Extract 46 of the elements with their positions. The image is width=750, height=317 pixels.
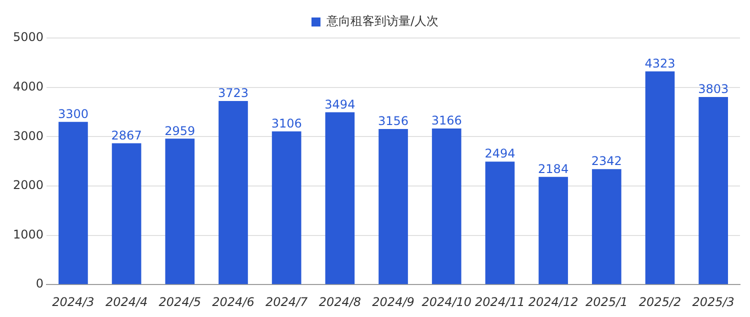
bar xyxy=(58,122,88,284)
bar xyxy=(592,169,622,284)
bar xyxy=(272,131,302,284)
bar xyxy=(378,128,408,284)
x-tick-label: 2024/9 xyxy=(372,294,414,309)
legend-label: 意向租客到访量/人次 xyxy=(325,14,439,28)
x-tick-label: 2024/3 xyxy=(52,294,94,309)
data-label: 3156 xyxy=(378,114,409,128)
x-tick-label: 2024/4 xyxy=(105,294,148,309)
data-label: 2867 xyxy=(111,128,142,142)
data-label: 2342 xyxy=(591,154,622,168)
x-tick-label: 2024/8 xyxy=(318,294,362,309)
bar xyxy=(645,71,675,284)
bar xyxy=(218,100,248,284)
data-label: 2494 xyxy=(484,146,516,161)
data-label: 3166 xyxy=(431,114,462,128)
x-tick-label: 2024/12 xyxy=(528,294,578,309)
x-tick-label: 2025/2 xyxy=(638,294,682,309)
bar xyxy=(538,176,568,284)
bar xyxy=(165,138,195,284)
x-tick-label: 2024/5 xyxy=(158,294,202,309)
bar xyxy=(325,112,355,284)
y-tick-label: 5000 xyxy=(12,30,44,44)
bar xyxy=(485,162,515,284)
x-tick-label: 2024/11 xyxy=(475,294,525,309)
x-tick-label: 2024/10 xyxy=(422,294,472,309)
y-tick-label: 2000 xyxy=(12,178,44,192)
y-tick-label: 0 xyxy=(36,276,44,291)
x-tick-label: 2024/6 xyxy=(212,294,255,309)
data-label: 4323 xyxy=(644,56,676,71)
x-tick-label: 2024/7 xyxy=(265,294,308,309)
y-tick-label: 4000 xyxy=(12,79,44,94)
data-label: 3723 xyxy=(218,86,249,100)
y-tick-label: 1000 xyxy=(12,227,44,242)
data-label: 3494 xyxy=(324,97,356,112)
y-tick-label: 3000 xyxy=(12,128,44,143)
x-tick-label: 2025/3 xyxy=(692,294,734,309)
x-tick-label: 2025/1 xyxy=(586,294,628,309)
data-label: 3106 xyxy=(271,116,302,131)
bar xyxy=(432,128,462,284)
data-label: 2959 xyxy=(164,124,196,138)
data-label: 2184 xyxy=(538,162,569,176)
bar xyxy=(112,143,142,284)
data-label: 3803 xyxy=(698,82,729,96)
data-label: 3300 xyxy=(58,106,88,121)
bar xyxy=(698,97,728,284)
